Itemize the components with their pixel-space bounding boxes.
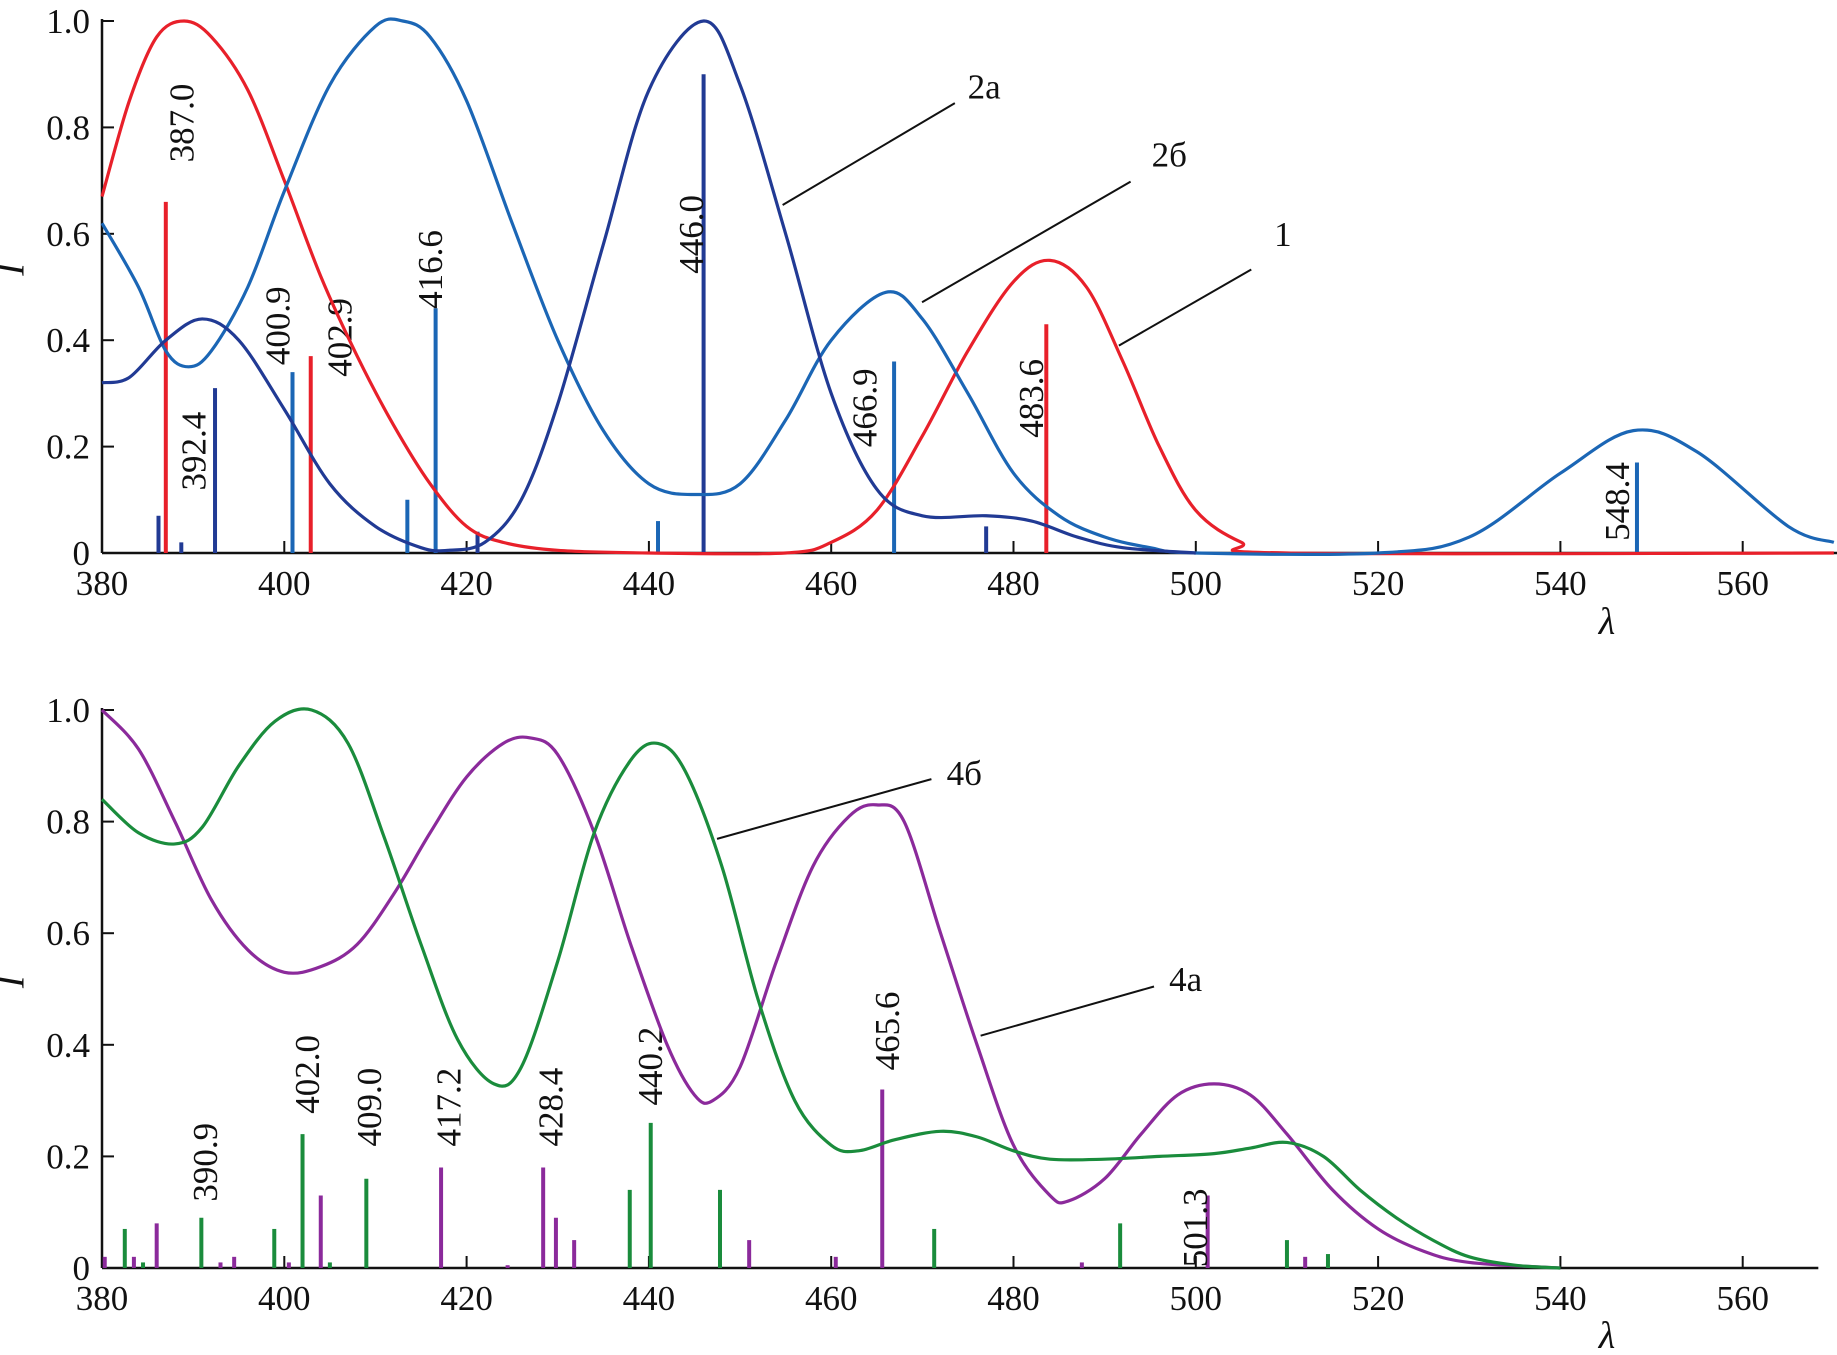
y-axis-label: I: [0, 261, 32, 277]
x-tick-label: 500: [1170, 1279, 1223, 1318]
spectral-line-label: 416.6: [411, 230, 450, 309]
y-tick-label: 0.8: [46, 108, 90, 147]
series-4а-curve: [100, 708, 1561, 1270]
x-tick-label: 540: [1534, 1279, 1587, 1318]
y-tick-label: 0.8: [46, 803, 90, 842]
x-tick-label: 380: [76, 1279, 129, 1318]
spectral-line-label: 465.6: [868, 992, 907, 1071]
series-2б-curve: [100, 17, 1835, 556]
x-tick-label: 520: [1352, 564, 1405, 603]
y-tick-label: 0.2: [46, 428, 90, 467]
annotation-label: 2а: [968, 67, 1002, 106]
annotation-leader: [921, 180, 1132, 304]
x-axis-label: λ: [1598, 601, 1615, 643]
y-tick-label: 0.4: [46, 1026, 90, 1065]
annotation-leader: [716, 778, 932, 840]
annotation-leader: [782, 102, 956, 206]
y-tick-label: 0.2: [46, 1137, 90, 1176]
spectral-line-label: 387.0: [163, 84, 202, 163]
spectral-line-label: 400.9: [259, 286, 298, 365]
spectral-line-label: 446.0: [672, 195, 711, 274]
spectral-line-label: 402.0: [288, 1035, 327, 1114]
spectral-line-label: 428.4: [532, 1068, 571, 1147]
series-4б-curve: [100, 707, 1561, 1270]
x-tick-label: 460: [805, 1279, 858, 1318]
x-tick-label: 420: [440, 1279, 493, 1318]
x-tick-label: 480: [987, 564, 1040, 603]
panel-top: 380 400 420 440 460 480 500 520 540 560 0 0.2 0.4 0.6…: [0, 2, 1837, 643]
panel-bottom: 380 400 420 440 460 480 500 520 540 560 0 0.2 0.4 0.6…: [0, 691, 1819, 1355]
series-1-curve: [100, 19, 1834, 556]
spectral-line-label: 483.6: [1012, 359, 1051, 438]
x-tick-label: 560: [1716, 1279, 1769, 1318]
y-tick-label: 0.6: [46, 215, 90, 254]
x-tick-label: 440: [623, 564, 676, 603]
x-tick-label: 400: [258, 564, 311, 603]
y-tick-label: 1.0: [46, 691, 90, 730]
annotation-leader: [1118, 268, 1252, 347]
x-axis-label: λ: [1598, 1315, 1615, 1355]
spectral-line-label: 390.9: [186, 1123, 225, 1202]
annotation-label: 1: [1274, 215, 1292, 254]
y-axis-label: I: [0, 973, 32, 989]
y-tick-label: 0: [73, 1249, 91, 1288]
spectral-line-label: 501.3: [1176, 1188, 1215, 1267]
x-tick-label: 380: [76, 564, 129, 603]
spectral-line-label: 402.9: [321, 298, 360, 377]
spectral-line-label: 409.0: [350, 1068, 389, 1147]
annotation-leader: [980, 985, 1155, 1037]
x-tick-label: 460: [805, 564, 858, 603]
spectral-line-label: 548.4: [1598, 462, 1637, 541]
x-tick-label: 520: [1352, 1279, 1405, 1318]
annotation-label: 4а: [1169, 960, 1203, 999]
x-tick-label: 500: [1170, 564, 1223, 603]
spectral-line-label: 392.4: [174, 412, 213, 491]
y-tick-label: 0: [73, 534, 91, 573]
spectral-line-label: 466.9: [846, 368, 885, 447]
x-tick-label: 560: [1716, 564, 1769, 603]
annotation-label: 4б: [947, 754, 982, 793]
annotation-label: 2б: [1152, 135, 1187, 174]
y-tick-label: 0.4: [46, 321, 90, 360]
series-2а-curve: [101, 19, 1196, 555]
x-tick-label: 420: [440, 564, 493, 603]
x-tick-label: 480: [987, 1279, 1040, 1318]
y-tick-label: 1.0: [46, 2, 90, 41]
x-tick-label: 400: [258, 1279, 311, 1318]
x-tick-label: 440: [623, 1279, 676, 1318]
spectral-line-label: 417.2: [430, 1068, 469, 1147]
x-tick-label: 540: [1534, 564, 1587, 603]
y-tick-label: 0.6: [46, 914, 90, 953]
